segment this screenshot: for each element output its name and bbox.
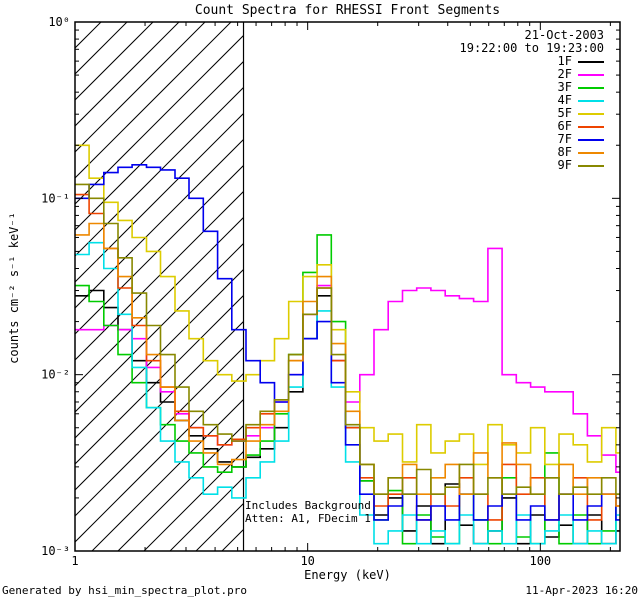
legend-item-2F: 2F [460,67,604,81]
svg-text:10⁻¹: 10⁻¹ [41,191,70,205]
svg-text:1: 1 [71,554,78,568]
legend-time-range: 19:22:00 to 19:23:00 [459,41,605,55]
legend-item-label: 7F [557,132,572,146]
legend-line-swatch [578,86,604,89]
legend-item-label: 1F [557,54,572,68]
legend-line-swatch [578,73,604,76]
legend-item-3F: 3F [460,80,604,94]
legend-item-label: 9F [557,158,572,172]
page-title: Count Spectra for RHESSI Front Segments [194,3,501,18]
legend-item-label: 8F [557,145,572,159]
legend-item-label: 5F [557,106,572,120]
svg-text:10⁻³: 10⁻³ [41,544,70,558]
legend-item-5F: 5F [460,106,604,120]
x-axis-label: Energy (keV) [304,568,391,582]
legend-item-6F: 6F [460,119,604,133]
legend-item-7F: 7F [460,132,604,146]
svg-text:100: 100 [529,554,551,568]
legend-item-label: 4F [557,93,572,107]
legend-item-9F: 9F [460,158,604,172]
legend-item-4F: 4F [460,93,604,107]
legend-line-swatch [578,138,604,141]
plot-annotations: Includes Background Atten: A1, FDecim 1 [245,499,371,525]
generator-credit: Generated by hsi_min_spectra_plot.pro [2,584,248,597]
legend-line-swatch [578,112,604,115]
legend-line-swatch [578,99,604,102]
annotation-attenuator-state: Atten: A1, FDecim 1 [245,512,371,525]
legend-item-8F: 8F [460,145,604,159]
svg-text:10: 10 [300,554,314,568]
legend-line-swatch [578,151,604,154]
legend-entries: 1F 2F 3F 4F 5F 6F 7F 8F 9F [460,54,604,172]
y-axis-label: counts cm⁻² s⁻¹ keV⁻¹ [7,212,21,364]
legend-line-swatch [578,164,604,167]
legend-item-label: 6F [557,119,572,133]
legend-line-swatch [578,125,604,128]
legend-item-label: 3F [557,80,572,94]
legend-line-swatch [578,60,604,63]
svg-text:10⁻²: 10⁻² [41,368,70,382]
legend: 21-Oct-2003 19:22:00 to 19:23:00 1F 2F 3F 4… [459,28,605,172]
legend-item-label: 2F [557,67,572,81]
svg-text:10⁰: 10⁰ [48,15,70,29]
generation-timestamp: 11-Apr-2023 16:20 [525,584,638,597]
legend-date: 21-Oct-2003 [524,28,604,42]
annotation-includes-background: Includes Background [245,499,371,512]
legend-item-1F: 1F [460,54,604,68]
